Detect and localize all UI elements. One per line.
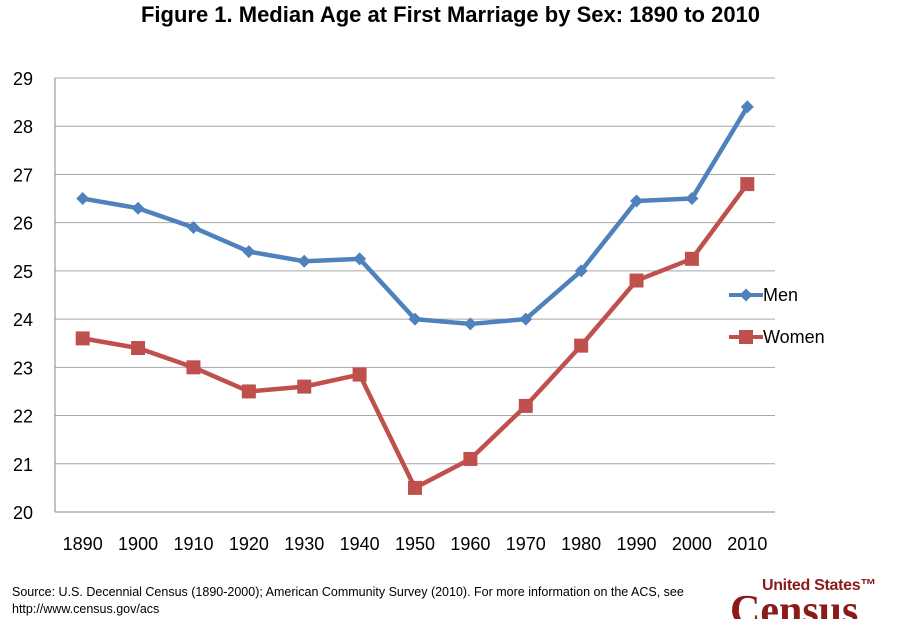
legend-marker-men xyxy=(739,288,753,302)
census-logo: United States™ Census xyxy=(728,574,888,619)
y-tick-label-25: 25 xyxy=(13,262,33,282)
logo-main-text: Census xyxy=(730,588,859,619)
logo-top-text: United States™ xyxy=(761,577,876,594)
x-tick-label-1920: 1920 xyxy=(229,534,269,554)
point-men-1920 xyxy=(242,245,256,259)
x-tick-label-1930: 1930 xyxy=(284,534,324,554)
point-men-1890 xyxy=(76,192,90,206)
point-women-1990 xyxy=(629,273,644,288)
x-tick-label-1970: 1970 xyxy=(506,534,546,554)
x-tick-label-1990: 1990 xyxy=(617,534,657,554)
point-men-1900 xyxy=(131,201,145,215)
y-tick-label-24: 24 xyxy=(13,310,33,330)
legend: Men Women xyxy=(729,285,825,347)
point-men-1990 xyxy=(630,194,644,208)
x-tick-label-1980: 1980 xyxy=(561,534,601,554)
point-women-1940 xyxy=(352,367,367,382)
axis-labels: 20 21 22 23 24 25 26 27 28 29 1890 1900 1910 1920 1930… xyxy=(13,69,775,554)
y-tick-label-20: 20 xyxy=(13,503,33,523)
series-women xyxy=(75,177,755,495)
chart-title: Figure 1. Median Age at First Marriage b… xyxy=(140,2,761,27)
x-tick-label-1950: 1950 xyxy=(395,534,435,554)
x-tick-label-2010: 2010 xyxy=(727,534,767,554)
legend-marker-women xyxy=(739,330,753,344)
point-women-1930 xyxy=(297,379,312,394)
point-women-2000 xyxy=(684,251,699,266)
source-note: Source: U.S. Decennial Census (1890-2000… xyxy=(12,585,684,616)
point-women-2010 xyxy=(740,177,755,192)
y-tick-label-27: 27 xyxy=(13,165,33,185)
x-tick-label-1940: 1940 xyxy=(340,534,380,554)
point-women-1960 xyxy=(463,451,478,466)
point-women-1910 xyxy=(186,360,201,375)
y-tick-label-26: 26 xyxy=(13,214,33,234)
point-women-1920 xyxy=(241,384,256,399)
point-men-1930 xyxy=(297,254,311,268)
x-tick-label-1910: 1910 xyxy=(173,534,213,554)
series-men xyxy=(76,100,754,331)
y-tick-label-22: 22 xyxy=(13,407,33,427)
legend-item-women: Women xyxy=(729,327,825,347)
legend-label-women: Women xyxy=(763,327,825,347)
point-men-1970 xyxy=(519,312,533,326)
point-women-1950 xyxy=(408,480,422,495)
x-tick-label-1890: 1890 xyxy=(63,534,103,554)
y-tick-label-23: 23 xyxy=(13,358,33,378)
gridlines xyxy=(55,77,775,465)
y-tick-label-21: 21 xyxy=(13,455,33,475)
point-women-1900 xyxy=(131,341,146,356)
point-women-1890 xyxy=(75,331,90,346)
point-men-1910 xyxy=(186,220,200,234)
point-men-1940 xyxy=(353,252,367,266)
point-men-1960 xyxy=(463,317,477,331)
series-line-men xyxy=(80,104,750,327)
series-line-women xyxy=(80,181,750,491)
y-tick-label-28: 28 xyxy=(13,117,33,137)
legend-item-men: Men xyxy=(729,285,798,305)
point-women-1970 xyxy=(518,398,533,413)
x-tick-label-2000: 2000 xyxy=(672,534,712,554)
x-tick-label-1960: 1960 xyxy=(450,534,490,554)
point-women-1980 xyxy=(574,338,589,353)
point-men-1950 xyxy=(408,312,422,326)
point-men-1980 xyxy=(574,264,588,278)
y-tick-label-29: 29 xyxy=(13,69,33,89)
point-men-2000 xyxy=(685,192,699,206)
x-tick-label-1900: 1900 xyxy=(118,534,158,554)
series-lines xyxy=(75,100,755,495)
legend-label-men: Men xyxy=(763,285,798,305)
point-men-2010 xyxy=(740,100,754,114)
